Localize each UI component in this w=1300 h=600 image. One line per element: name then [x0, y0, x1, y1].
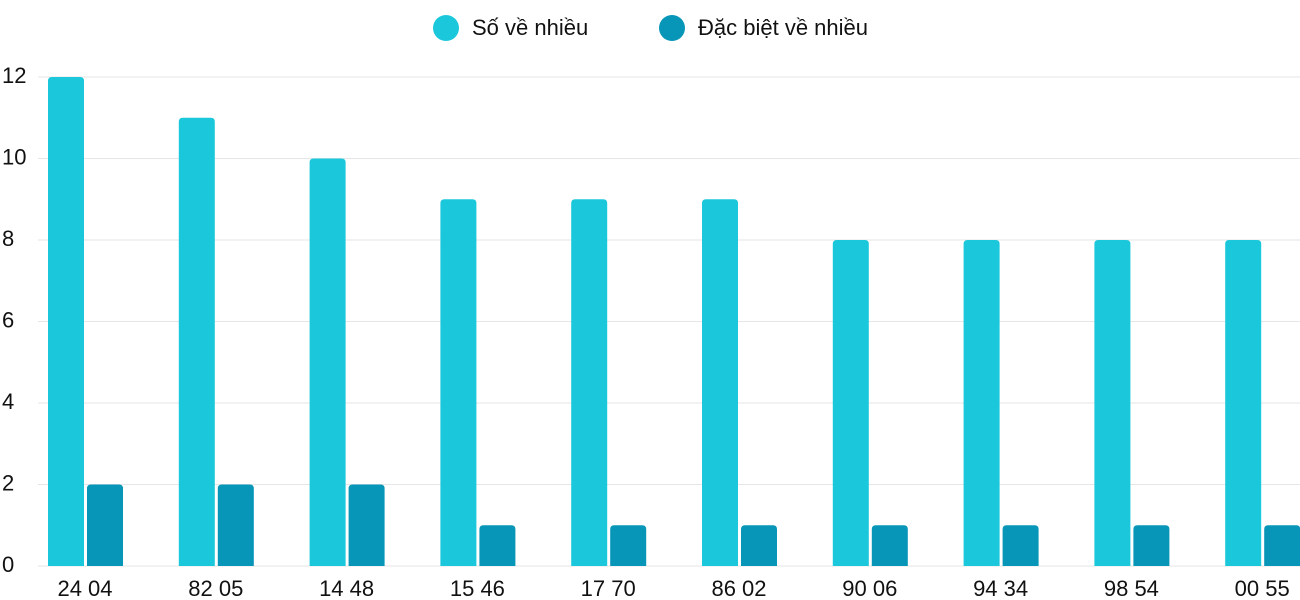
bar	[571, 199, 608, 566]
bar	[963, 240, 1000, 566]
y-tick-label: 4	[2, 389, 14, 414]
bar	[178, 117, 215, 566]
bar	[1225, 240, 1262, 566]
y-tick-label: 6	[2, 307, 14, 332]
legend-swatch	[659, 15, 685, 41]
legend-swatch	[433, 15, 459, 41]
y-tick-label: 10	[2, 144, 26, 169]
bar	[440, 199, 477, 566]
x-tick-label: 82 05	[188, 576, 243, 600]
x-tick-label: 86 02	[711, 576, 766, 600]
x-tick-label: 98 54	[1104, 576, 1159, 600]
x-tick-label: 14 48	[319, 576, 374, 600]
y-tick-label: 2	[2, 470, 14, 495]
bar	[832, 240, 869, 566]
bar	[48, 77, 84, 566]
x-tick-label: 17 70	[581, 576, 636, 600]
bar	[348, 484, 385, 566]
legend-label: Số về nhiều	[472, 15, 588, 40]
x-tick-label: 94 34	[973, 576, 1028, 600]
bar	[1264, 525, 1300, 566]
x-tick-label: 00 55	[1235, 576, 1290, 600]
bar	[610, 525, 647, 566]
x-tick-label: 24 04	[57, 576, 112, 600]
y-tick-label: 12	[2, 63, 26, 88]
bar	[479, 525, 516, 566]
legend-label: Đặc biệt về nhiều	[698, 15, 868, 40]
bar	[1133, 525, 1170, 566]
bar	[309, 158, 346, 566]
bar	[87, 484, 123, 566]
x-tick-label: 15 46	[450, 576, 505, 600]
bar	[702, 199, 738, 566]
bar	[217, 484, 254, 566]
y-tick-label: 8	[2, 226, 14, 251]
bar	[741, 525, 777, 566]
bar	[1094, 240, 1131, 566]
bar	[871, 525, 908, 566]
y-tick-label: 0	[2, 552, 14, 577]
x-tick-label: 90 06	[842, 576, 897, 600]
bar	[1002, 525, 1039, 566]
